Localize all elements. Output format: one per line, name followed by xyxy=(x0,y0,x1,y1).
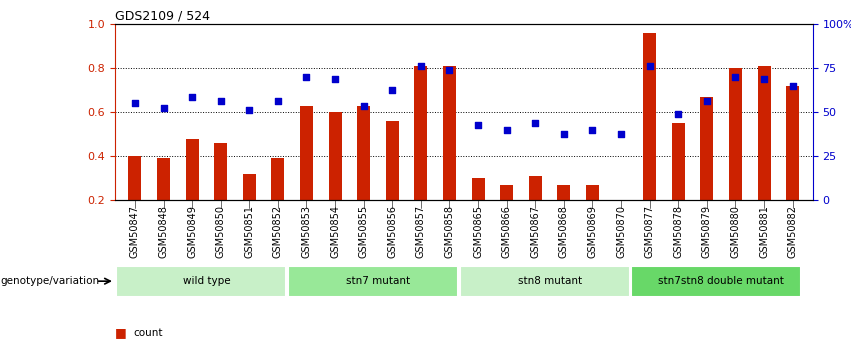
Point xyxy=(157,105,170,110)
Point xyxy=(357,103,370,108)
Point xyxy=(129,101,142,106)
Text: GSM50857: GSM50857 xyxy=(416,205,426,258)
Bar xyxy=(643,33,656,200)
Text: GSM50851: GSM50851 xyxy=(244,205,254,258)
Bar xyxy=(214,143,227,200)
Point xyxy=(700,98,714,104)
Bar xyxy=(357,106,370,200)
Bar xyxy=(586,185,599,200)
Bar xyxy=(471,178,484,200)
Point xyxy=(471,122,485,128)
Text: GSM50878: GSM50878 xyxy=(673,205,683,258)
Bar xyxy=(414,66,427,200)
Text: GSM50877: GSM50877 xyxy=(645,205,654,258)
Text: GSM50850: GSM50850 xyxy=(215,205,226,258)
Text: GSM50853: GSM50853 xyxy=(301,205,311,258)
FancyBboxPatch shape xyxy=(288,266,458,297)
Bar xyxy=(443,66,456,200)
Bar xyxy=(729,68,742,200)
Text: GSM50879: GSM50879 xyxy=(702,205,712,258)
FancyBboxPatch shape xyxy=(631,266,802,297)
Point xyxy=(214,98,227,104)
Bar xyxy=(786,86,799,200)
Text: GSM50882: GSM50882 xyxy=(788,205,797,258)
Text: wild type: wild type xyxy=(183,276,231,286)
Point xyxy=(386,87,399,93)
Text: stn8 mutant: stn8 mutant xyxy=(517,276,581,286)
Bar xyxy=(614,200,627,209)
Point xyxy=(585,127,599,132)
Text: count: count xyxy=(134,328,163,338)
Point xyxy=(528,120,542,126)
Text: GSM50849: GSM50849 xyxy=(187,205,197,258)
Point xyxy=(443,68,456,73)
Bar xyxy=(157,158,170,200)
Text: GSM50870: GSM50870 xyxy=(616,205,626,258)
Point xyxy=(557,131,571,137)
Point xyxy=(243,107,256,113)
Point xyxy=(671,111,685,117)
Point xyxy=(186,94,199,99)
Bar xyxy=(243,174,256,200)
Point xyxy=(328,76,342,82)
Text: stn7stn8 double mutant: stn7stn8 double mutant xyxy=(659,276,784,286)
Text: genotype/variation: genotype/variation xyxy=(1,276,100,286)
Text: GSM50847: GSM50847 xyxy=(130,205,140,258)
Bar xyxy=(671,123,685,200)
Text: stn7 mutant: stn7 mutant xyxy=(346,276,410,286)
Bar xyxy=(386,121,399,200)
Text: GSM50869: GSM50869 xyxy=(587,205,597,258)
Point xyxy=(614,131,628,137)
Text: GSM50865: GSM50865 xyxy=(473,205,483,258)
Bar xyxy=(328,112,341,200)
Bar xyxy=(528,176,542,200)
Text: GSM50880: GSM50880 xyxy=(730,205,740,258)
Bar xyxy=(557,185,570,200)
Text: GSM50868: GSM50868 xyxy=(559,205,568,258)
Text: GDS2109 / 524: GDS2109 / 524 xyxy=(115,10,210,23)
Text: GSM50856: GSM50856 xyxy=(387,205,397,258)
Point xyxy=(785,83,799,89)
Text: GSM50866: GSM50866 xyxy=(502,205,511,258)
FancyBboxPatch shape xyxy=(117,266,287,297)
Bar xyxy=(129,156,141,200)
Bar xyxy=(757,66,770,200)
Point xyxy=(300,74,313,80)
Point xyxy=(728,74,742,80)
Bar xyxy=(300,106,313,200)
Text: GSM50855: GSM50855 xyxy=(359,205,368,258)
Point xyxy=(500,127,513,132)
Text: ■: ■ xyxy=(115,326,127,339)
Text: GSM50852: GSM50852 xyxy=(273,205,283,258)
Bar xyxy=(186,139,198,200)
Text: GSM50848: GSM50848 xyxy=(158,205,168,258)
Point xyxy=(757,76,771,82)
Bar xyxy=(700,97,713,200)
Text: GSM50858: GSM50858 xyxy=(444,205,454,258)
Text: GSM50881: GSM50881 xyxy=(759,205,769,258)
Point xyxy=(643,63,656,69)
Text: GSM50854: GSM50854 xyxy=(330,205,340,258)
Text: GSM50867: GSM50867 xyxy=(530,205,540,258)
Point xyxy=(414,63,428,69)
Bar xyxy=(271,158,284,200)
Point xyxy=(271,98,285,104)
FancyBboxPatch shape xyxy=(460,266,630,297)
Bar xyxy=(500,185,513,200)
